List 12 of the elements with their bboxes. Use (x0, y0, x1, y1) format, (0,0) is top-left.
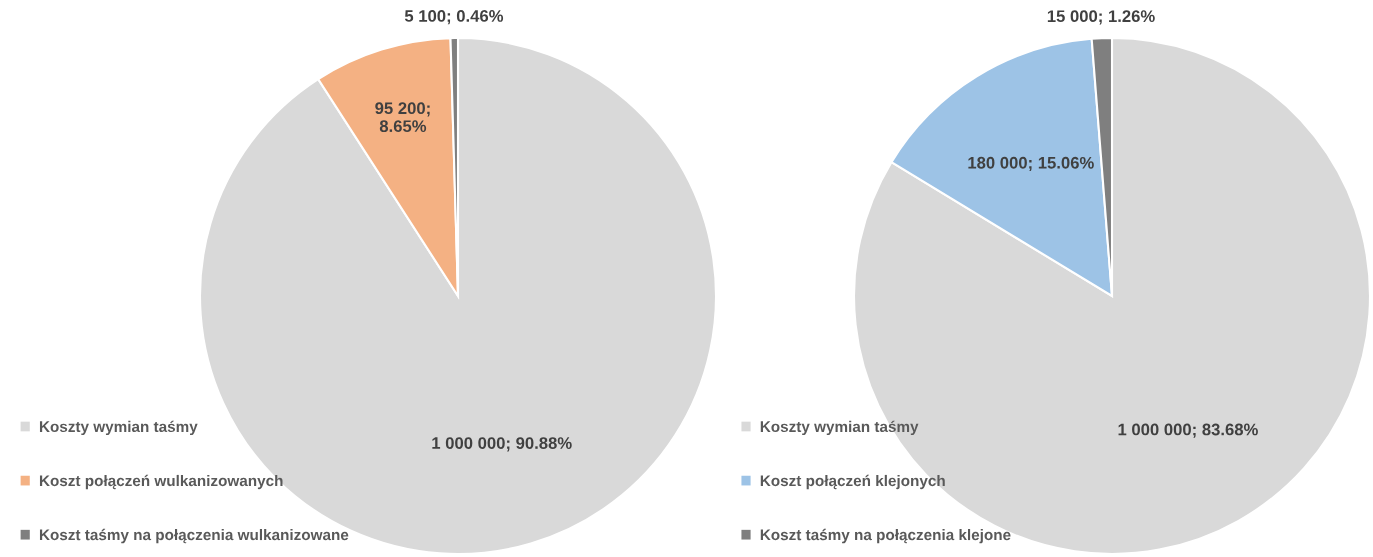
data-label: 180 000; 15.06% (968, 156, 1094, 172)
legend-label: Koszt połączeń klejonych (760, 474, 945, 490)
data-label: 95 200; 8.65% (375, 102, 430, 133)
data-label: 15 000; 1.26% (1047, 10, 1155, 25)
legend-label: Koszt taśmy na połączenia klejone (760, 528, 1011, 544)
data-label: 1 000 000; 90.88% (432, 437, 572, 452)
legend-label: Koszt taśmy na połączenia wulkanizowane (39, 528, 349, 544)
slice-label: Koszty wymian taśmy (760, 420, 919, 436)
legend-label: Koszt połączeń wulkanizowanych (39, 474, 283, 490)
slice-label: Koszty wymian taśmy (39, 420, 198, 436)
data-label: 5 100; 0.46% (404, 10, 504, 25)
data-label: 1 000 000; 83.68% (1118, 423, 1258, 438)
